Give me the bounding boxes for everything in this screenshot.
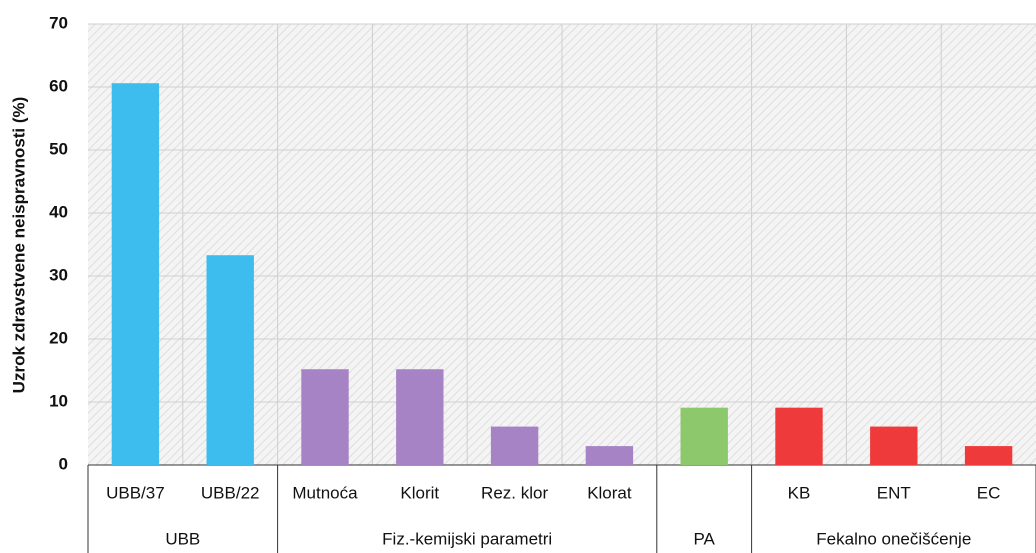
bar: [206, 255, 254, 465]
x-tick-label: Klorat: [587, 483, 632, 502]
y-axis-label: Uzrok zdravstvene neispravnosti (%): [9, 97, 28, 394]
y-tick-label: 20: [49, 328, 68, 347]
x-tick-label: ENT: [877, 483, 911, 502]
bar: [585, 446, 634, 465]
bar: [964, 446, 1013, 465]
y-tick-label: 50: [49, 139, 68, 158]
bar: [490, 426, 539, 465]
y-tick-label: 10: [49, 391, 68, 410]
y-tick-label: 0: [59, 454, 68, 473]
group-label: Fiz.-kemijski parametri: [382, 529, 552, 548]
x-tick-label: Rez. klor: [481, 483, 548, 502]
x-tick-label: KB: [788, 483, 811, 502]
group-label: Fekalno onečišćenje: [816, 529, 971, 548]
bar: [870, 426, 918, 465]
x-tick-label: EC: [977, 483, 1001, 502]
x-tick-label: Mutnoća: [292, 483, 358, 502]
bar: [775, 407, 823, 465]
y-tick-label: 70: [49, 13, 68, 32]
y-tick-label: 40: [49, 202, 68, 221]
x-tick-label: UBB/22: [201, 483, 260, 502]
group-label: PA: [693, 529, 715, 548]
y-tick-label: 60: [49, 76, 68, 95]
bar: [396, 369, 444, 465]
bar: [111, 83, 160, 465]
x-tick-label: Klorit: [400, 483, 439, 502]
bar: [301, 369, 349, 465]
group-label: UBB: [165, 529, 200, 548]
x-tick-label: UBB/37: [106, 483, 165, 502]
y-tick-label: 30: [49, 265, 68, 284]
bar: [680, 407, 728, 465]
